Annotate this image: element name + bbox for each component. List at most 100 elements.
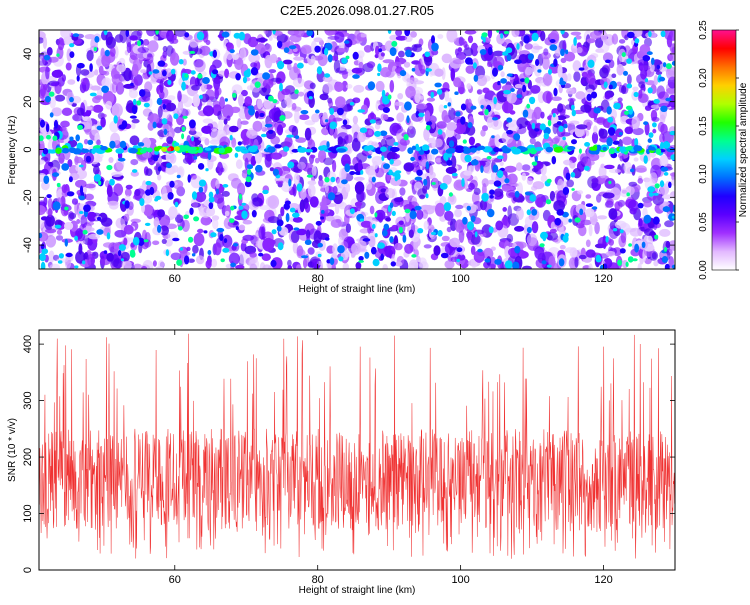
spectrogram-cell	[556, 209, 564, 216]
spectrogram-cell	[192, 201, 199, 208]
spectrogram-cell	[581, 71, 588, 78]
spectrogram-cell	[250, 67, 259, 76]
spectrogram-cell	[374, 123, 381, 130]
spectrogram-cell	[644, 105, 652, 111]
spectrogram-cell	[470, 233, 481, 245]
snr-x-tick-label: 60	[169, 574, 181, 586]
spectrogram-cell	[117, 250, 122, 257]
spectrogram-cell	[80, 159, 87, 171]
spectrogram-cell	[617, 259, 622, 266]
spectrogram-cell	[529, 137, 536, 145]
spectrogram-cell	[175, 214, 184, 223]
spectrogram-cell	[39, 119, 46, 128]
spectrogram-cell	[94, 69, 99, 76]
spectrogram-cell	[230, 106, 241, 114]
spectrogram-cell	[153, 155, 159, 159]
spectrogram-cell	[441, 235, 450, 242]
spectrogram-cell	[404, 30, 411, 37]
spectrogram-cell	[74, 235, 78, 241]
spectrogram-cell	[133, 263, 142, 269]
spectrogram-cell	[232, 54, 239, 60]
spectrogram-cell	[304, 148, 313, 153]
spectrogram-cell	[89, 63, 93, 72]
spectrogram-cell	[455, 204, 464, 210]
spectrogram-cell	[486, 156, 492, 160]
spectrogram-cell	[559, 80, 567, 86]
spectrogram-cell	[606, 137, 613, 147]
spectrogram-cell	[383, 223, 390, 231]
spectrogram-cell	[88, 233, 100, 240]
spectrogram-cell	[454, 122, 466, 135]
spectrogram-cell	[395, 170, 402, 174]
spectrogram-cell	[444, 210, 454, 221]
spectrogram-cell	[457, 47, 462, 53]
spectrogram-cell	[656, 64, 661, 70]
spectrogram-cell	[360, 170, 364, 175]
spectrogram-cell	[169, 180, 175, 188]
spectrogram-cell	[643, 215, 650, 224]
spectrogram-cell	[205, 259, 212, 269]
spectrogram-cell	[325, 119, 329, 123]
spectrogram-cell	[60, 195, 66, 208]
spectrogram-cell	[515, 162, 523, 172]
spectrogram-cell	[533, 106, 542, 120]
spectrogram-cell	[490, 246, 496, 251]
spectrogram-cell	[567, 146, 576, 151]
spectrogram-cell	[287, 259, 292, 267]
spectrogram-cell	[449, 140, 455, 148]
spectrogram-cell	[426, 97, 436, 102]
spectrogram-cell	[663, 247, 668, 252]
spectrogram-cell	[660, 30, 666, 38]
spectrogram-cell	[377, 72, 381, 77]
spectrogram-cell	[224, 146, 233, 154]
spectrogram-cell	[647, 138, 652, 143]
spectrogram-cell	[436, 121, 447, 129]
spectrogram-cell	[52, 172, 60, 177]
spectrogram-cell	[650, 104, 660, 109]
spectrogram-cell	[318, 179, 324, 187]
spectrogram-cell	[106, 184, 113, 198]
spectrogram-cell	[545, 199, 552, 205]
spectrogram-cell	[313, 37, 323, 43]
spectrogram-cell	[492, 164, 499, 173]
spectrogram-cell	[481, 192, 489, 202]
spectrogram-cell	[666, 87, 675, 94]
spectrogram-cell	[344, 163, 351, 173]
spectrogram-cell	[411, 145, 416, 150]
snr-frame	[38, 329, 676, 571]
spectrogram-cell	[316, 66, 323, 75]
spectrogram-cell	[102, 242, 114, 248]
spectrogram-cell	[192, 93, 201, 108]
spectrogram-cell	[142, 192, 153, 204]
spectrogram-cell	[94, 36, 100, 43]
spectrogram-cell	[96, 139, 101, 146]
spectrogram-cell	[506, 129, 513, 135]
spectrogram-cell	[643, 121, 649, 126]
spectrogram-cell	[103, 70, 110, 76]
spectrogram-cell	[297, 62, 304, 69]
spectrogram-cell	[666, 66, 675, 81]
spectrogram-cell	[553, 146, 564, 153]
spectrogram-cell	[414, 89, 421, 104]
spectrogram-cell	[493, 96, 498, 105]
spectrogram-cell	[458, 229, 465, 243]
spectrogram-cell	[416, 103, 428, 110]
spectrogram-cell	[277, 40, 283, 49]
spectrogram-cell	[665, 63, 672, 70]
spectrogram-cell	[426, 121, 433, 126]
spectrogram-cell	[472, 62, 477, 69]
spectrogram-cell	[294, 109, 300, 124]
spectrogram-cell	[655, 148, 662, 155]
spectrogram-cell	[357, 131, 367, 143]
spectrogram-cell	[546, 91, 552, 104]
spectrogram-cell	[157, 60, 166, 67]
spectrogram-cell	[449, 237, 461, 248]
spectrogram-cell	[608, 238, 614, 246]
spectrogram-cell	[234, 146, 243, 152]
spectrogram-cell	[97, 216, 101, 221]
spectrogram-cell	[196, 255, 205, 265]
spectrogram-cell	[588, 152, 600, 162]
spectrogram-cell	[244, 96, 253, 107]
spectrogram-cell	[125, 30, 130, 37]
spectrogram-cell	[280, 206, 285, 217]
